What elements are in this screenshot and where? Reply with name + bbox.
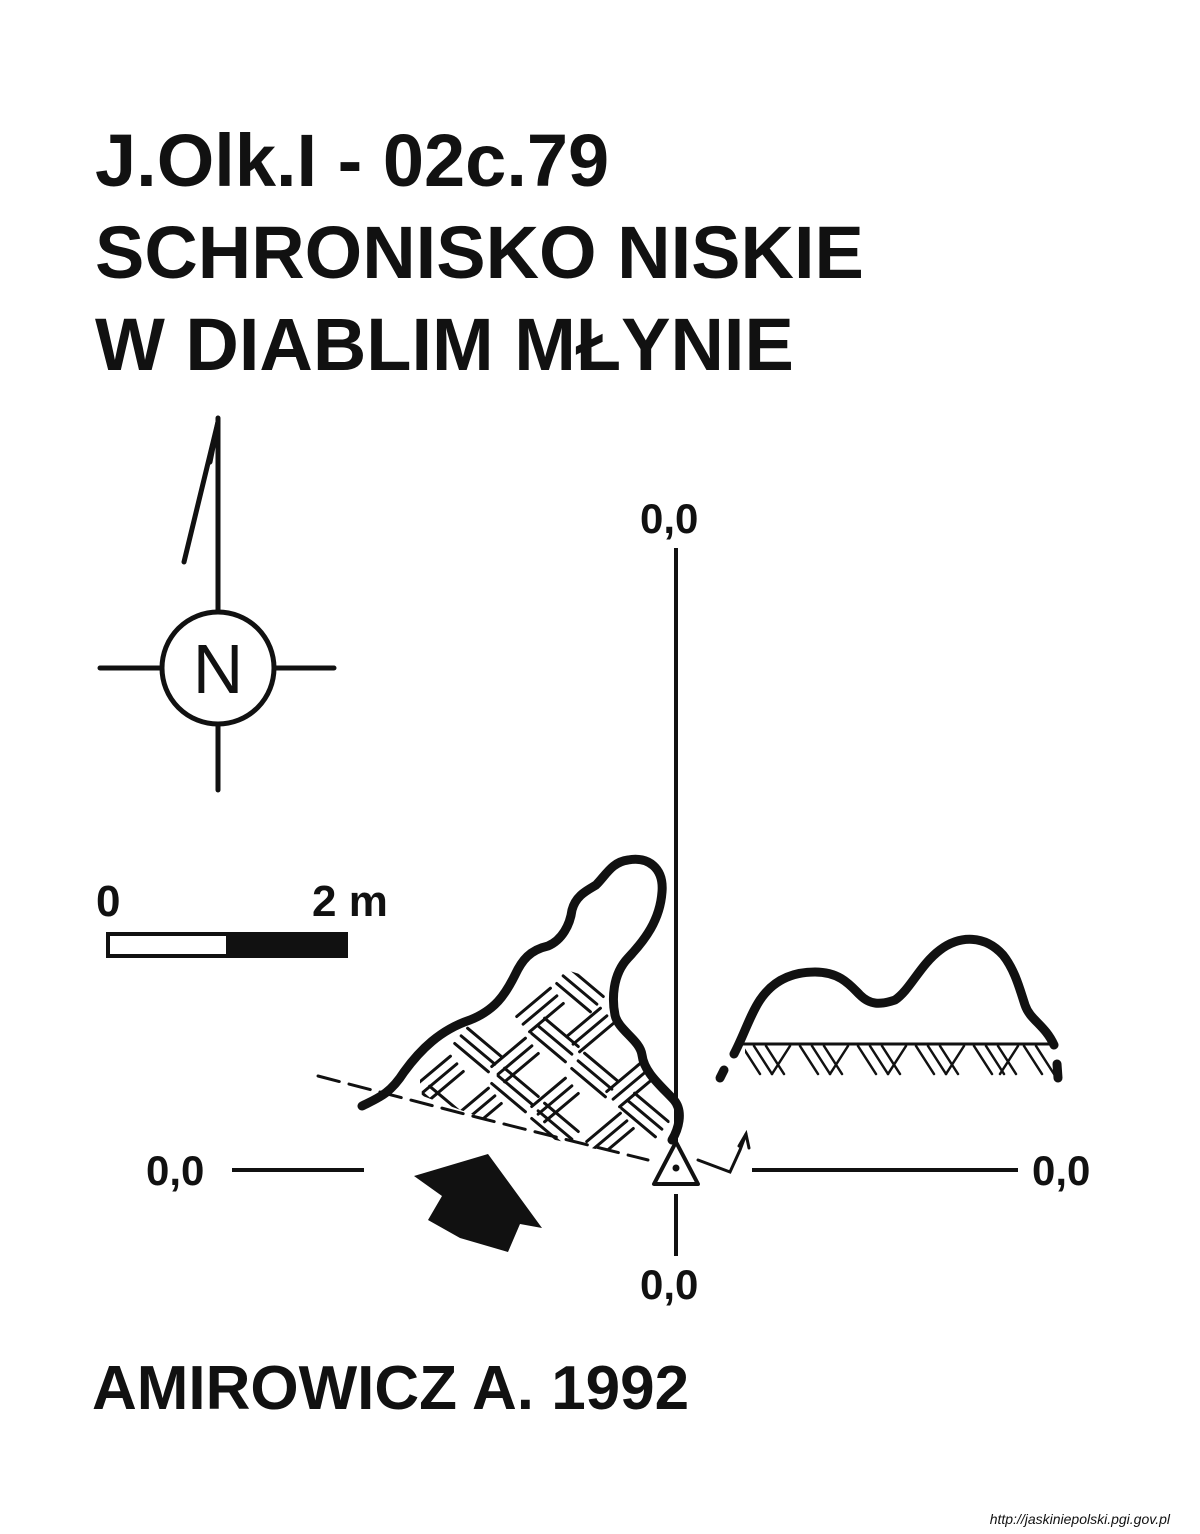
hatch-cell <box>515 986 565 1034</box>
hatch-cell <box>565 1006 615 1054</box>
hatch-cell <box>453 1026 503 1074</box>
survey-direction-arrow <box>696 1129 751 1174</box>
scale-end-label: 2 m <box>312 877 388 926</box>
axis-right-label: 0,0 <box>1032 1147 1091 1194</box>
site-code-title: J.Olk.I - 02c.79 <box>95 119 610 202</box>
axis-top-label: 0,0 <box>640 495 699 542</box>
hatch-cell <box>620 1091 670 1139</box>
hatch-cell <box>490 1066 540 1114</box>
north-arrow-barb-inner <box>207 419 221 465</box>
cave-location-title: W DIABLIM MŁYNIE <box>95 303 794 386</box>
hatch-cell <box>570 1051 620 1099</box>
north-arrow <box>97 415 337 793</box>
reference-axes <box>232 548 1018 1256</box>
scale-start-label: 0 <box>96 877 121 926</box>
axis-bottom-label: 0,0 <box>640 1261 699 1308</box>
floor-hatching <box>745 1044 1054 1076</box>
hatch-cell <box>530 1016 580 1064</box>
scale-bar-white-segment <box>106 932 230 958</box>
hatch-cell <box>555 968 605 1014</box>
source-url: http://jaskiniepolski.pgi.gov.pl <box>989 1511 1170 1527</box>
north-letter: N <box>192 630 244 708</box>
hatch-cell <box>585 1111 635 1150</box>
cave-wall-right-stub-right <box>1052 1059 1063 1083</box>
cave-wall-right-stub-left <box>715 1065 729 1083</box>
cave-name-title: SCHRONISKO NISKIE <box>95 211 864 294</box>
hatch-cell <box>530 1076 580 1124</box>
drip-line <box>316 1074 650 1162</box>
survey-station-icon <box>652 1140 700 1186</box>
scale-bar-black-segment <box>226 932 348 958</box>
rubble-hatching <box>420 968 670 1150</box>
scale-bar <box>106 932 348 958</box>
entrance-arrow-icon <box>414 1154 542 1252</box>
hatch-cell <box>453 1086 503 1134</box>
axis-left-label: 0,0 <box>146 1147 205 1194</box>
cave-wall-left <box>357 854 684 1145</box>
cave-wall-right <box>729 934 1059 1059</box>
hatch-cell <box>605 1061 655 1109</box>
author-credit: AMIROWICZ A. 1992 <box>92 1354 690 1423</box>
